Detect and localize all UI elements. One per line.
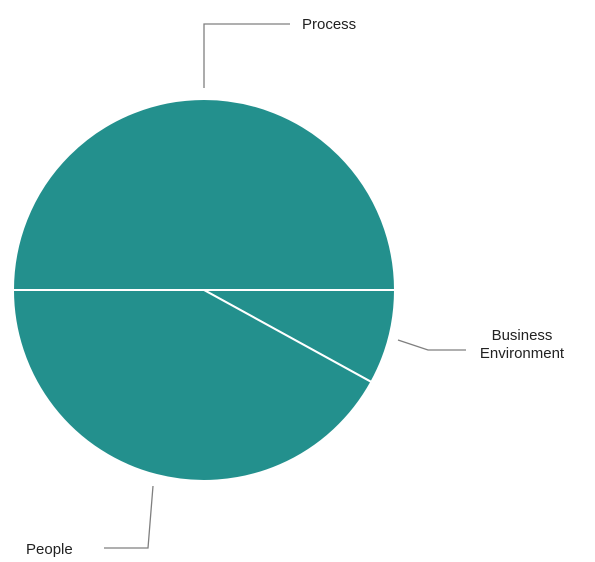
pie-slice-business-environment [203, 289, 397, 384]
leader-line-process [203, 23, 290, 88]
leader-line-people [104, 485, 154, 549]
pie-slices [11, 98, 397, 482]
leader-lines [104, 23, 466, 549]
pie-slice-process [11, 98, 397, 291]
slice-labels: Process Business Environment People [26, 16, 565, 558]
slice-label-process: Process [302, 16, 356, 33]
slice-label-people: People [26, 541, 73, 558]
slice-label-business-environment: Business Environment [480, 327, 565, 362]
pie-slice-people [11, 289, 373, 482]
leader-line-business-environment [397, 339, 466, 351]
